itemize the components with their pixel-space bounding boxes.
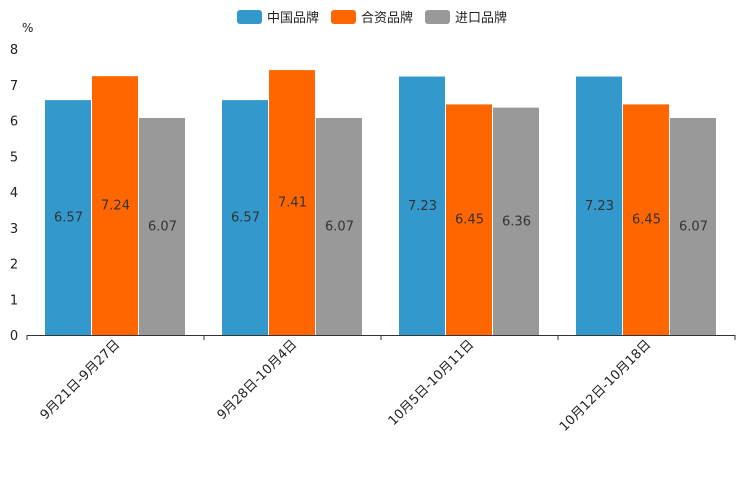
y-tick-label-5: 5 <box>10 150 18 165</box>
data-label-2-0: 7.23 <box>408 199 437 214</box>
legend-label-china-brand: 中国品牌 <box>266 11 319 26</box>
bar-0-2 <box>139 117 185 335</box>
y-tick-label-3: 3 <box>10 222 18 237</box>
bar-2-0 <box>399 76 445 335</box>
x-category-label-2: 10月5日-10月11日 <box>386 337 478 429</box>
legend-swatch-china-brand <box>236 9 262 24</box>
data-label-0-0: 6.57 <box>54 211 83 226</box>
data-label-2-2: 6.36 <box>502 214 531 229</box>
legend-item-import-brand[interactable]: 进口品牌 <box>425 7 507 26</box>
y-tick-label-4: 4 <box>10 186 18 201</box>
data-label-0-2: 6.07 <box>148 219 177 234</box>
data-label-1-2: 6.07 <box>325 219 354 234</box>
data-label-3-0: 7.23 <box>585 199 614 214</box>
chart-legend: 中国品牌 合资品牌 进口品牌 <box>0 7 744 26</box>
x-category-label-1: 9月28日-10月4日 <box>215 337 301 423</box>
bar-3-0 <box>576 76 622 335</box>
data-label-3-1: 6.45 <box>632 213 661 228</box>
data-label-1-0: 6.57 <box>231 211 260 226</box>
y-tick-label-0: 0 <box>10 329 18 344</box>
y-tick-label-2: 2 <box>10 258 18 273</box>
y-tick-label-8: 8 <box>10 43 18 58</box>
y-tick-label-7: 7 <box>10 79 18 94</box>
legend-item-china-brand[interactable]: 中国品牌 <box>236 7 319 26</box>
bar-1-1 <box>269 70 315 335</box>
bar-0-0 <box>45 100 91 335</box>
bar-2-2 <box>493 107 539 335</box>
y-tick-label-6: 6 <box>10 115 18 130</box>
legend-label-joint-venture-brand: 合资品牌 <box>360 11 413 26</box>
y-axis-unit-label: % <box>22 21 34 35</box>
legend-item-joint-venture-brand[interactable]: 合资品牌 <box>330 7 413 26</box>
bar-0-1 <box>92 76 138 336</box>
legend-swatch-joint-venture-brand <box>330 9 356 24</box>
bar-2-1 <box>446 104 492 335</box>
bar-3-1 <box>623 104 669 335</box>
legend-label-import-brand: 进口品牌 <box>455 11 508 26</box>
data-label-0-1: 7.24 <box>101 199 130 214</box>
bar-3-2 <box>670 117 716 335</box>
data-label-2-1: 6.45 <box>455 213 484 228</box>
y-tick-label-1: 1 <box>10 293 18 308</box>
bar-1-2 <box>316 117 362 335</box>
data-label-3-2: 6.07 <box>679 219 708 234</box>
bar-1-0 <box>222 100 268 335</box>
legend-swatch-import-brand <box>425 9 450 24</box>
data-label-1-1: 7.41 <box>278 196 307 211</box>
x-category-label-3: 10月12日-10月18日 <box>557 337 654 434</box>
x-category-label-0: 9月21日-9月27日 <box>38 337 124 423</box>
